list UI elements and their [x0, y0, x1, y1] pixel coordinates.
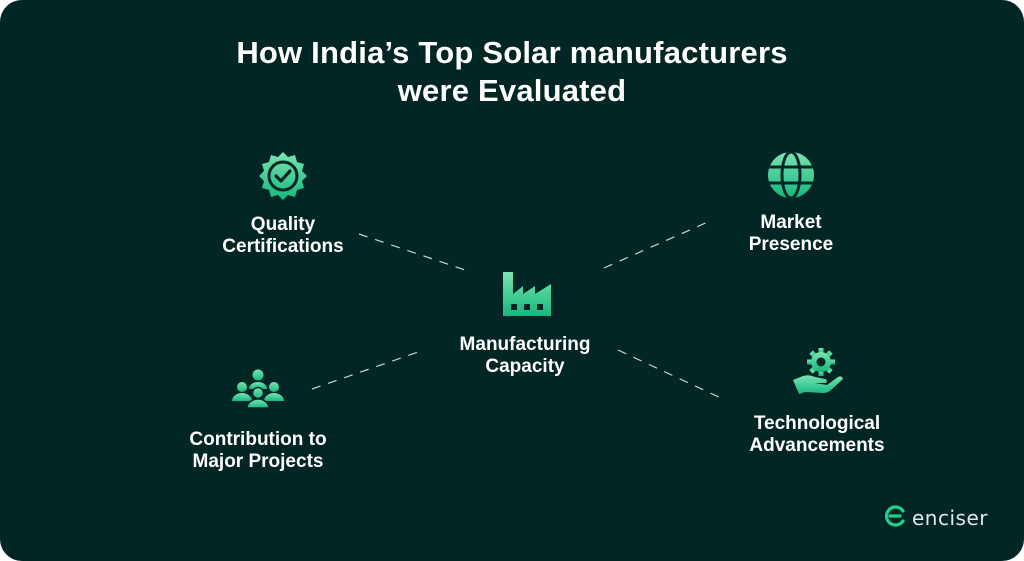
enciser-logo-icon	[884, 504, 906, 532]
factory-icon	[502, 270, 552, 323]
connector-technology	[617, 349, 724, 400]
gear-hand-icon	[791, 346, 845, 401]
node-market-label: Market Presence	[748, 212, 834, 255]
title-line-2: were Evaluated	[397, 73, 627, 108]
connector-market	[603, 220, 711, 269]
page-title: How India’s Top Solar manufacturers were…	[0, 34, 1024, 110]
brand-name: enciser	[912, 506, 988, 530]
globe-icon	[766, 150, 816, 205]
node-contribution-label: Contribution to Major Projects	[189, 429, 327, 472]
brand-logo: enciser	[884, 503, 988, 533]
people-group-icon	[231, 369, 285, 414]
node-technology-label: Technological Advancements	[749, 413, 885, 456]
node-manufacturing-label: Manufacturing Capacity	[459, 334, 591, 377]
title-line-1: How India’s Top Solar manufacturers	[236, 35, 788, 70]
badge-check-icon	[257, 150, 309, 207]
connector-quality	[358, 233, 469, 272]
node-quality-label: Quality Certifications	[222, 214, 344, 257]
connector-contribution	[311, 350, 422, 390]
